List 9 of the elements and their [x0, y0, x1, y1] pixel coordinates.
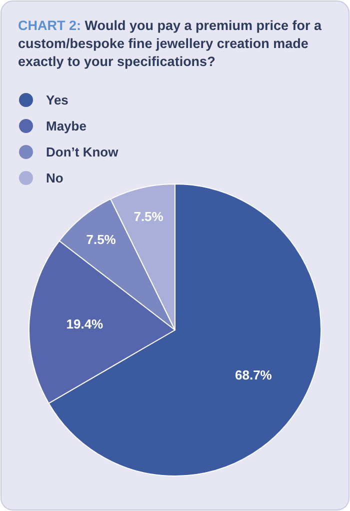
legend-label: No	[46, 170, 64, 186]
data-label: 7.5%	[86, 232, 116, 248]
data-label: 7.5%	[134, 208, 164, 224]
legend-label: Maybe	[46, 118, 86, 134]
data-label: 19.4%	[66, 316, 104, 332]
chart-title: CHART 2: Would you pay a premium price for a custom/bespoke fine jewellery creation made exactly to your specifications?	[18, 18, 322, 69]
legend-label: Yes	[46, 92, 68, 108]
data-label: 68.7%	[235, 368, 272, 383]
legend-label: Don’t Know	[46, 144, 120, 160]
